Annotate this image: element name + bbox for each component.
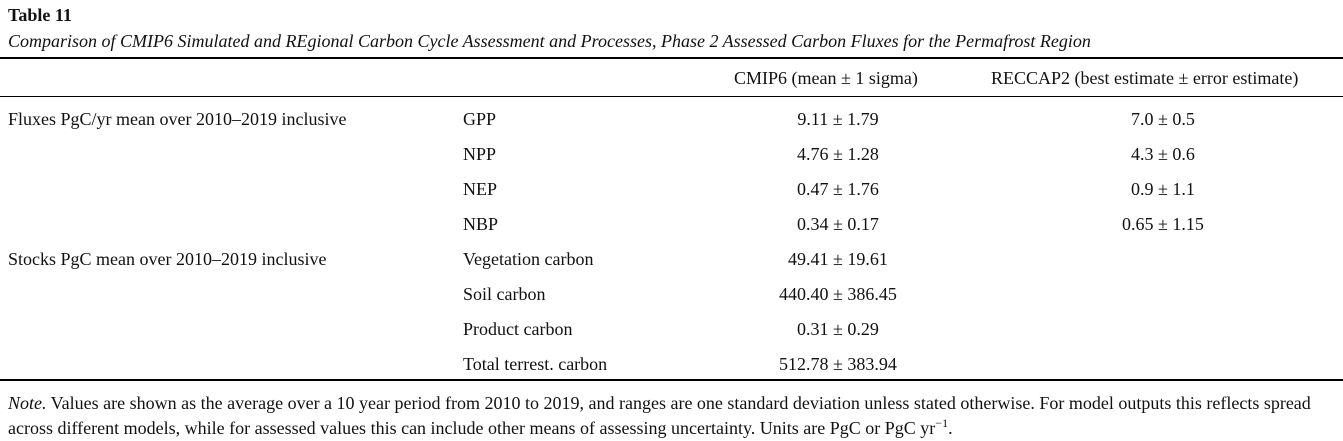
header-cmip6: CMIP6 (mean ± 1 sigma) [734, 68, 918, 88]
row-cmip6-value: 512.78 ± 383.94 [779, 354, 897, 374]
row-variable: NBP [463, 214, 499, 234]
table-row: NPP 4.76 ± 1.28 4.3 ± 0.6 [0, 143, 1343, 178]
table-row: Soil carbon 440.40 ± 386.45 [0, 283, 1343, 318]
table-label: Table 11 [8, 5, 72, 25]
header-reccap2: RECCAP2 (best estimate ± error estimate) [991, 68, 1299, 88]
row-variable: NPP [463, 144, 497, 164]
table-note: Note. Values are shown as the average ov… [8, 391, 1338, 441]
row-reccap2-value: 4.3 ± 0.6 [1131, 144, 1195, 164]
row-variable: Vegetation carbon [463, 249, 594, 269]
row-cmip6-value: 9.11 ± 1.79 [797, 109, 879, 129]
row-variable: NEP [463, 179, 498, 199]
table-row: NBP 0.34 ± 0.17 0.65 ± 1.15 [0, 213, 1343, 248]
row-variable: GPP [463, 109, 497, 129]
row-group: Stocks PgC mean over 2010–2019 inclusive [8, 249, 327, 269]
top-rule [0, 57, 1343, 59]
row-cmip6-value: 0.34 ± 0.17 [797, 214, 879, 234]
row-cmip6-value: 0.47 ± 1.76 [797, 179, 879, 199]
table-caption: Comparison of CMIP6 Simulated and REgion… [8, 31, 1091, 51]
row-cmip6-value: 49.41 ± 19.61 [788, 249, 888, 269]
note-end: . [948, 418, 953, 438]
note-label: Note. [8, 393, 47, 413]
row-reccap2-value: 0.65 ± 1.15 [1122, 214, 1204, 234]
row-cmip6-value: 440.40 ± 386.45 [779, 284, 897, 304]
header-rule [0, 96, 1343, 97]
table-row: Total terrest. carbon 512.78 ± 383.94 [0, 353, 1343, 388]
bottom-rule [0, 379, 1343, 381]
table-row: Fluxes PgC/yr mean over 2010–2019 inclus… [0, 108, 1343, 143]
row-reccap2-value: 7.0 ± 0.5 [1131, 109, 1195, 129]
note-superscript: −1 [935, 416, 949, 430]
note-text: Values are shown as the average over a 1… [8, 393, 1311, 438]
row-cmip6-value: 0.31 ± 0.29 [797, 319, 879, 339]
table-row: Stocks PgC mean over 2010–2019 inclusive… [0, 248, 1343, 283]
row-cmip6-value: 4.76 ± 1.28 [797, 144, 879, 164]
table-row: Product carbon 0.31 ± 0.29 [0, 318, 1343, 353]
table-row: NEP 0.47 ± 1.76 0.9 ± 1.1 [0, 178, 1343, 213]
row-reccap2-value: 0.9 ± 1.1 [1131, 179, 1195, 199]
row-variable: Soil carbon [463, 284, 546, 304]
row-group: Fluxes PgC/yr mean over 2010–2019 inclus… [8, 109, 347, 129]
row-variable: Total terrest. carbon [463, 354, 608, 374]
row-variable: Product carbon [463, 319, 573, 339]
